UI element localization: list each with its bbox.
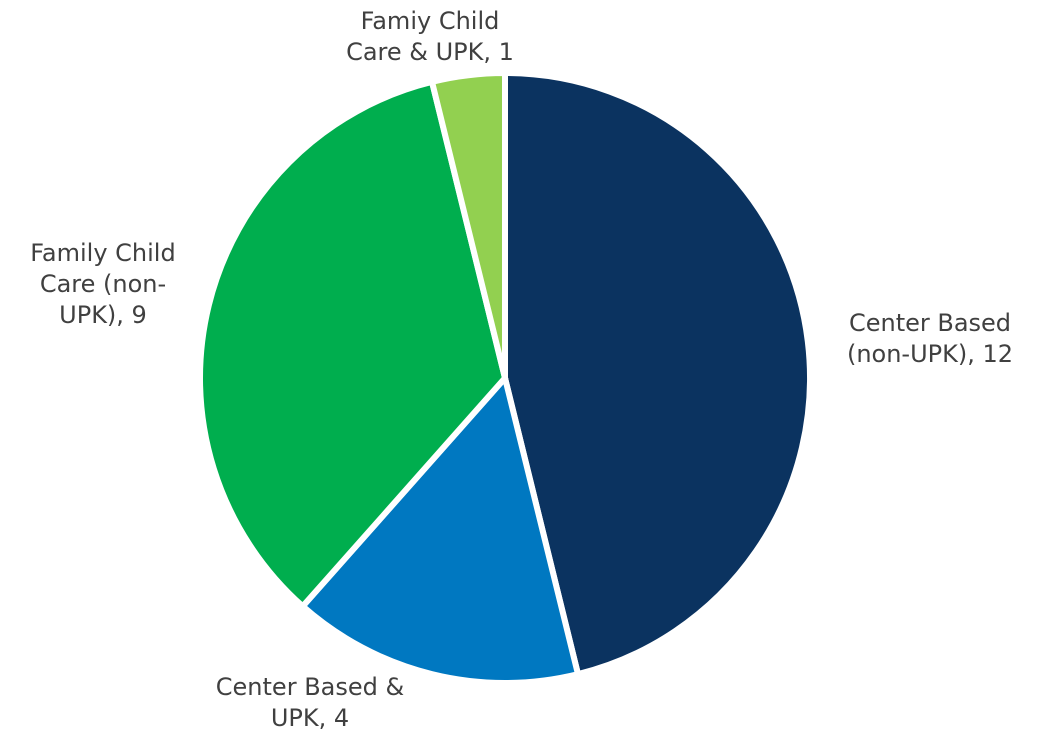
pie-slice-1 xyxy=(298,371,582,686)
data-label-center-based-upk: Center Based & UPK, 4 xyxy=(190,672,430,734)
pie-slices xyxy=(197,69,814,686)
data-label-center-based-non-upk: Center Based (non-UPK), 12 xyxy=(820,308,1040,370)
label-line: UPK, 4 xyxy=(270,704,350,732)
label-line: UPK), 9 xyxy=(59,301,147,329)
label-line: Famiy Child xyxy=(360,7,500,35)
label-line: Care & UPK, 1 xyxy=(346,38,514,66)
label-line: Care (non- xyxy=(39,270,167,298)
label-line: Family Child xyxy=(30,239,176,267)
label-line: (non-UPK), 12 xyxy=(846,340,1014,368)
label-line: Center Based xyxy=(848,309,1012,337)
pie-slice-2 xyxy=(197,78,509,611)
data-label-family-child-care-non-upk: Family Child Care (non- UPK), 9 xyxy=(8,238,198,331)
label-line: Center Based & xyxy=(215,673,405,701)
pie-slice-0 xyxy=(502,69,814,678)
data-label-family-child-care-upk: Famiy Child Care & UPK, 1 xyxy=(315,6,545,68)
pie-slice-3 xyxy=(428,69,508,379)
